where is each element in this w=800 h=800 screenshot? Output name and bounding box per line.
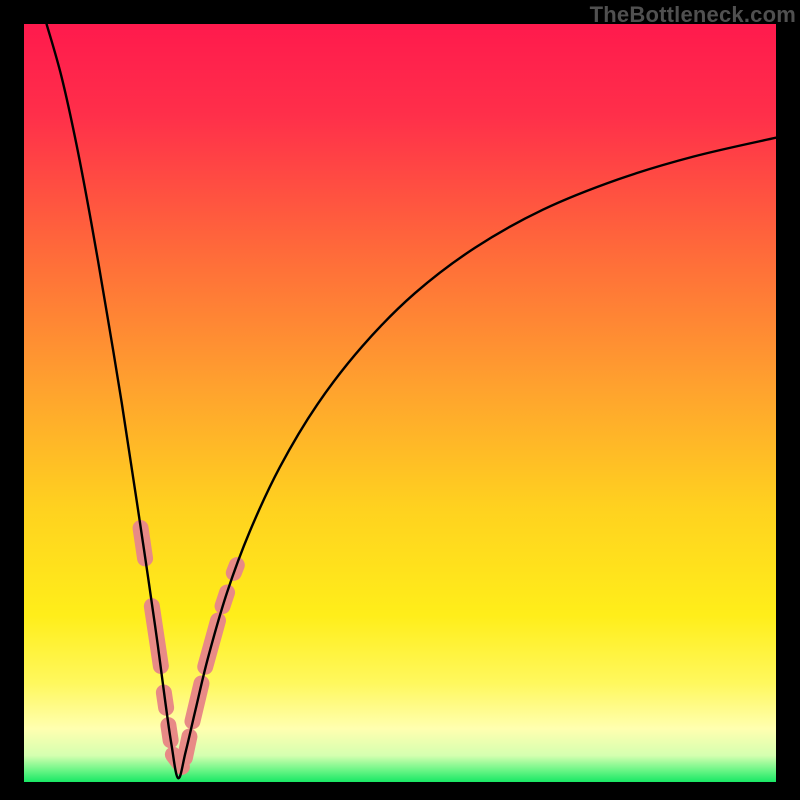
gradient-background [24, 24, 776, 782]
plot-svg [24, 24, 776, 782]
plot-area [24, 24, 776, 782]
chart-canvas: TheBottleneck.com [0, 0, 800, 800]
